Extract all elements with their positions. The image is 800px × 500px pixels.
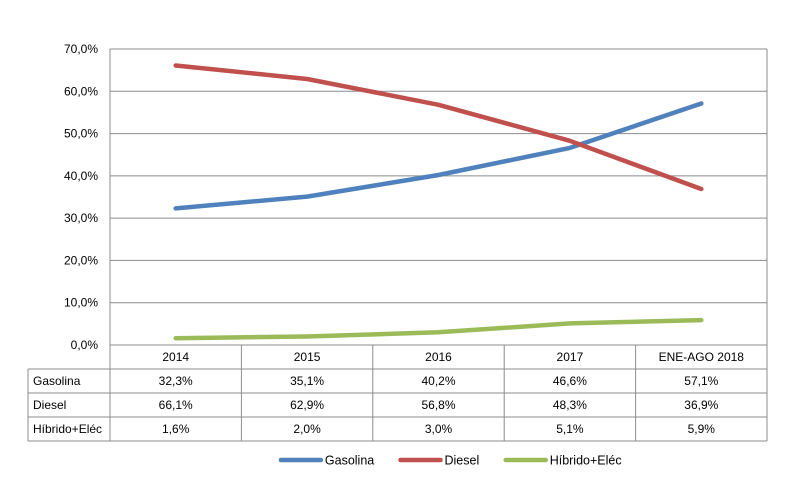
- data-table: 2014 2015 2016 2017 ENE-AGO 2018 Gasolina 32,3…: [27, 344, 768, 442]
- y-tick-label: 60,0%: [64, 84, 98, 98]
- table-series-name: Gasolina: [33, 374, 81, 388]
- series-line-diesel: [173, 63, 704, 192]
- x-tick-label: 2014: [162, 350, 189, 364]
- data-label: 2,0%: [293, 422, 321, 436]
- legend-label: Diesel: [445, 454, 480, 468]
- x-tick-label: 2015: [294, 350, 321, 364]
- data-label: 62,9%: [290, 398, 324, 412]
- y-tick-label: 50,0%: [64, 127, 98, 141]
- data-label: 56,8%: [421, 398, 455, 412]
- data-label: 66,1%: [159, 398, 193, 412]
- legend-label: Híbrido+Eléc: [550, 454, 622, 468]
- series-line-hibrido-elec: [173, 317, 704, 341]
- data-label: 57,1%: [684, 374, 718, 388]
- y-tick-label: 10,0%: [64, 296, 98, 310]
- legend-label: Gasolina: [325, 454, 374, 468]
- y-tick-label: 20,0%: [64, 253, 98, 267]
- data-label: 40,2%: [421, 374, 455, 388]
- y-tick-label: 40,0%: [64, 169, 98, 183]
- data-label: 48,3%: [553, 398, 587, 412]
- x-tick-label: 2017: [557, 350, 584, 364]
- x-tick-label: ENE-AGO 2018: [659, 350, 745, 364]
- y-tick-label: 30,0%: [64, 211, 98, 225]
- data-label: 3,0%: [425, 422, 453, 436]
- series-lines: [173, 63, 704, 341]
- data-label: 5,9%: [688, 422, 716, 436]
- data-label: 36,9%: [684, 398, 718, 412]
- gridlines: [109, 48, 768, 346]
- data-label: 5,1%: [556, 422, 584, 436]
- x-tick-label: 2016: [425, 350, 452, 364]
- y-tick-label: 0,0%: [71, 338, 99, 352]
- data-label: 35,1%: [290, 374, 324, 388]
- series-line-gasolina: [173, 101, 704, 211]
- data-label: 32,3%: [159, 374, 193, 388]
- y-tick-label: 70,0%: [64, 42, 98, 56]
- table-series-name: Híbrido+Eléc: [33, 422, 102, 436]
- data-label: 46,6%: [553, 374, 587, 388]
- y-axis: 0,0% 10,0% 20,0% 30,0% 40,0% 50,0% 60,0% 70,0%: [64, 42, 98, 352]
- data-label: 1,6%: [162, 422, 190, 436]
- table-series-name: Diesel: [33, 398, 66, 412]
- legend: Gasolina Diesel Híbrido+Eléc: [278, 454, 622, 468]
